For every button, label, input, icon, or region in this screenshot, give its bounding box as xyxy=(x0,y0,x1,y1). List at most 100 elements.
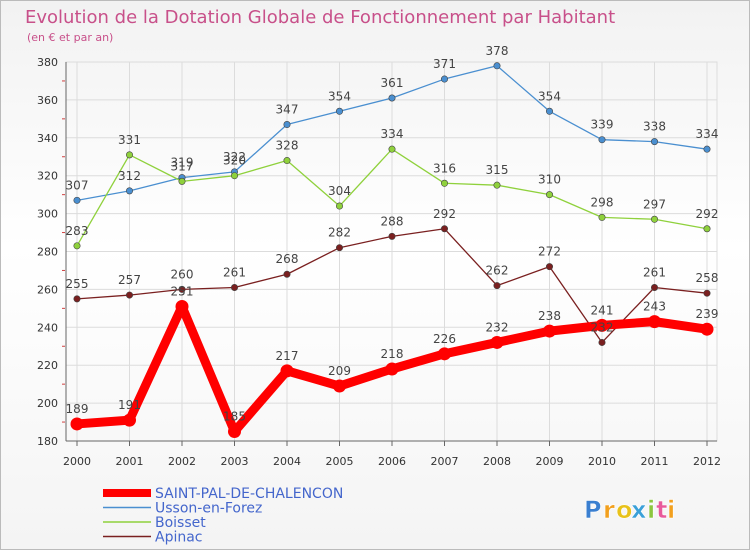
data-label: 361 xyxy=(381,76,404,90)
data-label: 209 xyxy=(328,364,351,378)
series-group xyxy=(70,62,714,439)
y-tick-label: 320 xyxy=(37,170,58,183)
data-point xyxy=(178,177,186,185)
data-label: 218 xyxy=(381,347,404,361)
data-label: 371 xyxy=(433,57,456,71)
data-point xyxy=(545,263,553,271)
data-label: 354 xyxy=(328,89,351,103)
data-point xyxy=(493,282,501,290)
data-label: 304 xyxy=(328,184,351,198)
data-label: 354 xyxy=(538,89,561,103)
data-label: 339 xyxy=(591,118,614,132)
x-tick-label: 2008 xyxy=(483,455,511,468)
data-point xyxy=(388,94,396,102)
y-tick-label: 360 xyxy=(37,94,58,107)
data-label: 185 xyxy=(223,410,246,424)
data-point xyxy=(283,157,291,165)
data-label: 322 xyxy=(223,150,246,164)
data-point xyxy=(283,121,291,129)
data-label: 272 xyxy=(538,245,561,259)
x-tick-label: 2000 xyxy=(63,455,91,468)
x-tick-label: 2012 xyxy=(693,455,721,468)
y-tick-label: 260 xyxy=(37,283,58,296)
data-label: 251 xyxy=(171,284,194,298)
data-point xyxy=(493,62,501,70)
data-label: 288 xyxy=(381,214,404,228)
data-point xyxy=(703,225,711,233)
data-point xyxy=(598,136,606,144)
y-tick-label: 300 xyxy=(37,208,58,221)
data-label: 268 xyxy=(276,252,299,266)
x-tick-label: 2004 xyxy=(273,455,301,468)
data-point xyxy=(545,191,553,199)
data-label: 334 xyxy=(696,127,719,141)
x-tick-label: 2001 xyxy=(116,455,144,468)
y-tick-label: 220 xyxy=(37,359,58,372)
data-label: 226 xyxy=(433,332,456,346)
data-label: 378 xyxy=(486,44,509,58)
data-label: 232 xyxy=(591,320,614,334)
data-label: 310 xyxy=(538,173,561,187)
data-point xyxy=(335,244,343,252)
data-point xyxy=(73,196,81,204)
data-point xyxy=(126,291,134,299)
data-point xyxy=(595,318,609,332)
data-point xyxy=(280,364,294,378)
y-tick-label: 280 xyxy=(37,246,58,259)
data-label: 331 xyxy=(118,133,141,147)
data-label: 320 xyxy=(223,154,246,168)
brand-letter: P xyxy=(584,496,602,524)
data-point xyxy=(650,215,658,223)
y-tick-label: 200 xyxy=(37,397,58,410)
chart-title: Evolution de la Dotation Globale de Fonc… xyxy=(25,7,615,28)
y-tick-label: 180 xyxy=(37,435,58,448)
data-point xyxy=(700,322,714,336)
brand-letter: x xyxy=(631,496,647,524)
data-label: 319 xyxy=(171,156,194,170)
data-label: 261 xyxy=(223,266,246,280)
data-label: 292 xyxy=(696,207,719,221)
x-tick-label: 2003 xyxy=(221,455,249,468)
brand-letter: o xyxy=(616,496,633,524)
brand-letter: i xyxy=(667,496,675,524)
data-point xyxy=(543,324,556,338)
data-label: 328 xyxy=(276,139,299,153)
data-point xyxy=(440,75,448,83)
brand-letter: r xyxy=(603,496,615,524)
data-label: 255 xyxy=(66,277,89,291)
legend-label: Apinac xyxy=(155,530,203,546)
data-point xyxy=(333,379,346,393)
data-point xyxy=(123,413,136,427)
data-point xyxy=(440,225,448,233)
data-label: 297 xyxy=(643,197,666,211)
data-label: 239 xyxy=(696,307,719,321)
brand-letter: t xyxy=(656,496,667,524)
x-tick-label: 2007 xyxy=(431,455,459,468)
data-label: 191 xyxy=(118,398,141,412)
data-label: 307 xyxy=(66,178,89,192)
data-point xyxy=(73,295,81,303)
data-point xyxy=(648,315,661,329)
brand-letter: i xyxy=(647,496,655,524)
legend: SAINT-PAL-DE-CHALENCONUsson-en-ForezBois… xyxy=(103,486,343,546)
data-point xyxy=(335,202,343,210)
data-point xyxy=(231,284,239,292)
data-label: 260 xyxy=(171,267,194,281)
data-point xyxy=(490,335,504,349)
data-label: 217 xyxy=(276,349,299,363)
grid xyxy=(65,61,718,442)
data-point xyxy=(703,145,711,153)
data-point xyxy=(73,242,81,250)
data-point xyxy=(388,145,396,153)
legend-label: Usson-en-Forez xyxy=(155,501,262,517)
data-label: 243 xyxy=(643,300,666,314)
data-label: 262 xyxy=(486,264,509,278)
data-label: 334 xyxy=(381,127,404,141)
x-tick-label: 2006 xyxy=(378,455,406,468)
data-point xyxy=(175,299,189,313)
data-point xyxy=(493,181,501,189)
data-point xyxy=(228,425,241,439)
